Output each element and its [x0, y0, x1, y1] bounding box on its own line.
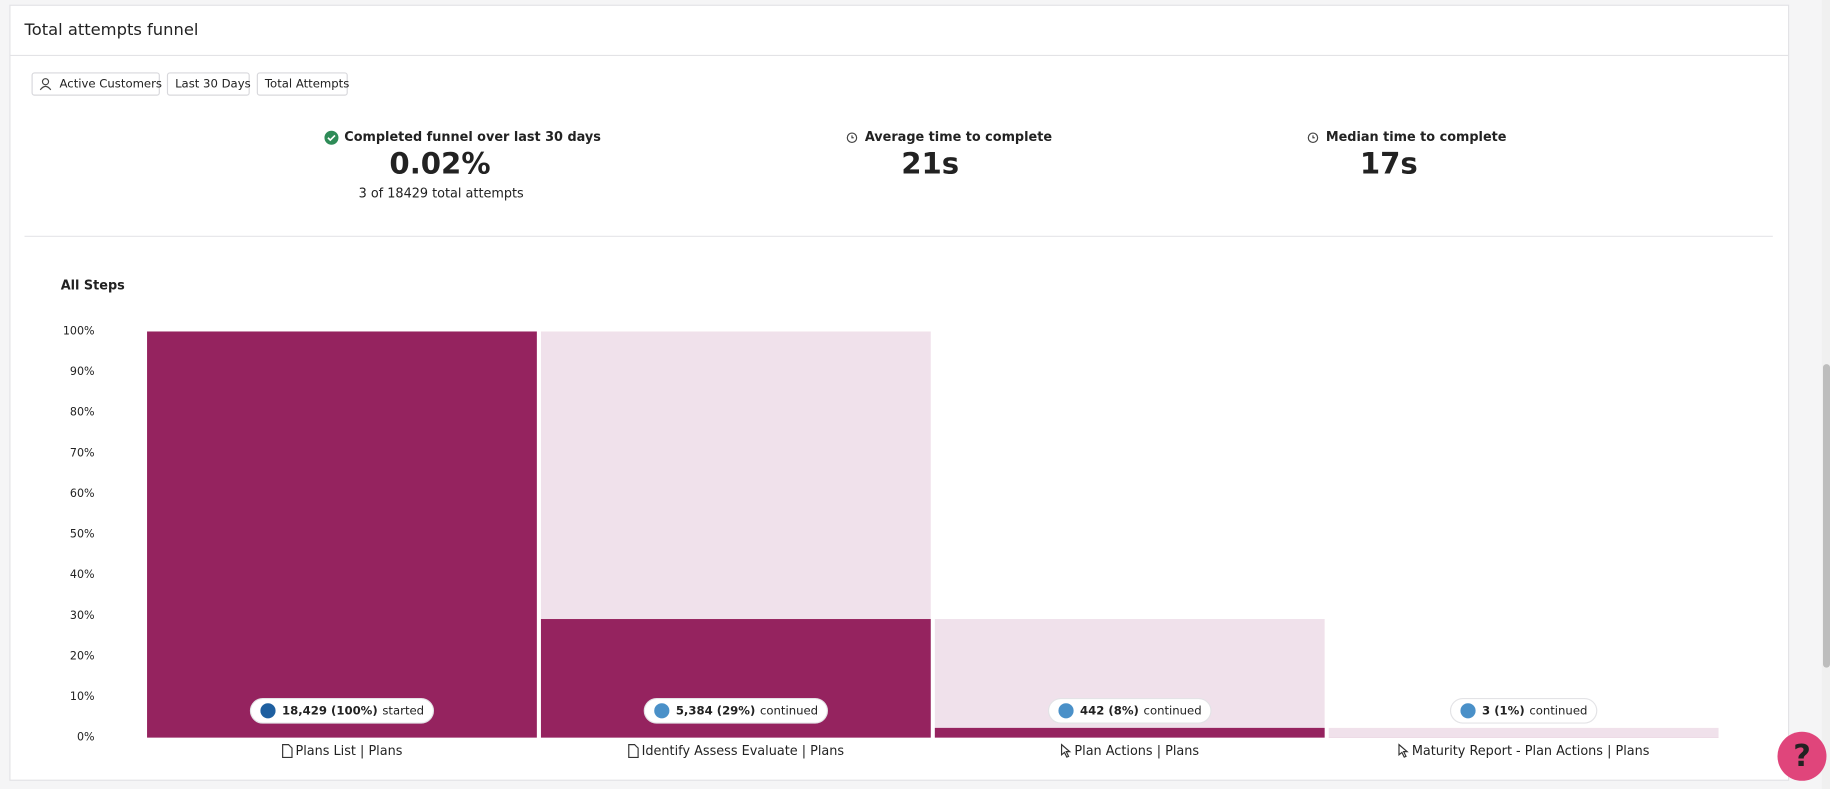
panel-title: Total attempts funnel	[24, 20, 199, 39]
y-tick-label: 90%	[70, 365, 95, 378]
click-icon	[1060, 743, 1072, 758]
pill-background	[643, 697, 828, 724]
filter-label: Total Attempts	[264, 77, 349, 91]
scrollbar-thumb[interactable]	[1822, 364, 1830, 668]
help-button[interactable]: ?	[1777, 731, 1827, 781]
clock-icon	[851, 135, 854, 139]
pill-suffix: continued	[1144, 703, 1202, 717]
stat-label: Median time to complete	[1326, 130, 1507, 145]
pill-background	[1047, 697, 1212, 724]
pill-icon	[260, 703, 276, 719]
y-tick-label: 80%	[70, 406, 95, 419]
filter-label: Last 30 Days	[175, 77, 251, 91]
step-pill: 3 (1%) continued	[1449, 697, 1598, 724]
help-icon[interactable]: ?	[1793, 739, 1811, 774]
stat-label: Average time to complete	[865, 130, 1053, 145]
x-tick-label: Maturity Report - Plan Actions | Plans	[1412, 744, 1650, 759]
x-tick-label: Plans List | Plans	[295, 744, 402, 759]
stat-label: Completed funnel over last 30 days	[344, 130, 601, 145]
clock-icon	[1307, 132, 1319, 143]
pill-label: 442 (8%)	[1080, 703, 1139, 717]
pill-background	[1449, 697, 1598, 724]
check-icon	[324, 130, 339, 145]
step-pill: 442 (8%) continued	[1047, 697, 1212, 724]
filter-chip[interactable]	[31, 72, 160, 96]
chart-title: All Steps	[61, 278, 125, 293]
pill-suffix: continued	[1529, 703, 1587, 717]
pill-suffix: started	[382, 703, 424, 717]
y-tick-label: 50%	[70, 528, 95, 541]
pill-label: 18,429 (100%)	[282, 703, 378, 717]
help-circle[interactable]	[1777, 731, 1827, 781]
y-tick-label: 20%	[70, 649, 95, 662]
pill-icon	[1460, 703, 1476, 719]
bar	[147, 331, 537, 738]
filter-chip[interactable]	[166, 72, 250, 96]
stat-value: 21s	[901, 147, 959, 181]
x-tick-label: Identify Assess Evaluate | Plans	[642, 744, 845, 759]
pill-background	[249, 697, 435, 724]
click-icon	[1398, 743, 1409, 758]
check-icon	[327, 134, 336, 142]
y-tick-label: 10%	[70, 690, 95, 703]
pill-icon	[1058, 703, 1074, 719]
chart: 0% 10% 20% 30% 40% 50% 60% 70% 80% 90% 100% 18,429 …	[63, 324, 1719, 759]
pill-icon	[654, 703, 670, 719]
y-tick-label: 0%	[77, 731, 95, 744]
step-pill: 18,429 (100%) started	[249, 697, 435, 724]
y-tick-label: 40%	[70, 568, 95, 581]
y-tick-label: 100%	[63, 324, 95, 337]
y-tick-label: 70%	[70, 446, 95, 459]
x-tick-label: Plan Actions | Plans	[1074, 744, 1199, 759]
filter-chips: Active Customers Last 30 Days Total Atte…	[31, 72, 349, 96]
users-icon	[41, 78, 50, 86]
page-icon	[628, 744, 639, 759]
drop-off-bar	[1328, 727, 1719, 738]
bar	[934, 727, 1325, 738]
step-pill: 5,384 (29%) continued	[643, 697, 828, 724]
pill-label: 5,384 (29%)	[676, 703, 755, 717]
page-icon	[282, 744, 293, 759]
users-icon	[39, 85, 52, 91]
stats: Completed funnel over last 30 days 0.02%…	[324, 130, 1507, 201]
y-tick-label: 60%	[70, 487, 95, 500]
pill-suffix: continued	[760, 703, 818, 717]
stat-value: 0.02%	[389, 147, 490, 181]
clock-icon	[846, 132, 858, 143]
stat-sub: 3 of 18429 total attempts	[359, 186, 524, 201]
pill-label: 3 (1%)	[1482, 703, 1525, 717]
y-tick-label: 30%	[70, 609, 95, 622]
filter-label: Active Customers	[60, 77, 162, 91]
filter-chip[interactable]	[256, 72, 348, 96]
stat-value: 17s	[1360, 147, 1418, 181]
clock-icon	[1312, 135, 1315, 139]
